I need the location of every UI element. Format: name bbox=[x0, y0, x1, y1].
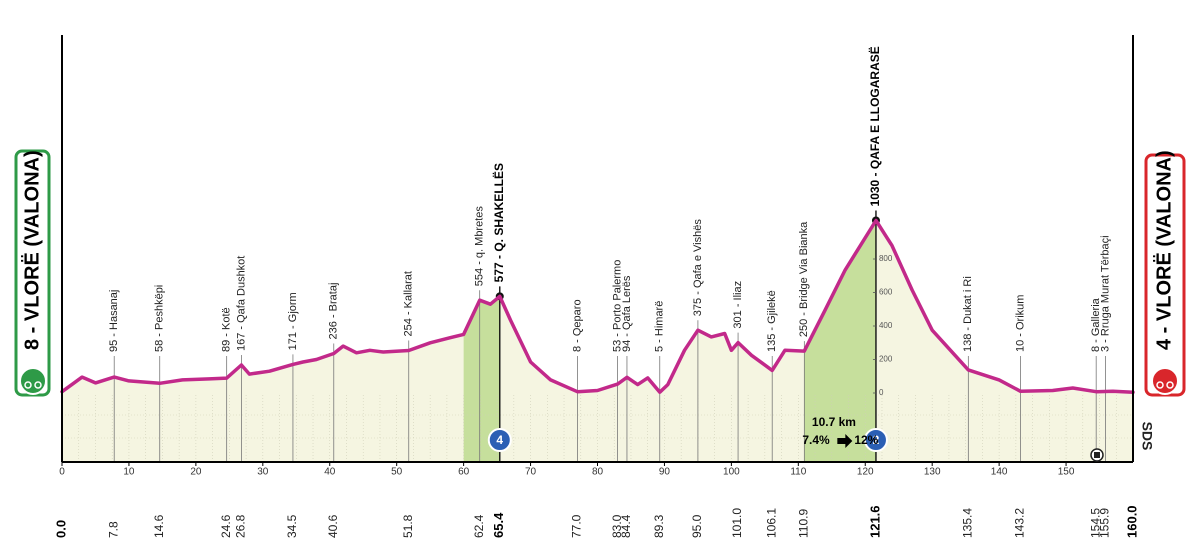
icon-wheel bbox=[1156, 381, 1164, 389]
waypoint-lines bbox=[113, 210, 1106, 462]
waypoint-label: 3 - Rruga Murat Tërbaçi bbox=[1099, 235, 1111, 352]
x-tick-label: 0 bbox=[59, 467, 65, 478]
km-label: 95.0 bbox=[690, 514, 704, 538]
x-tick-label: 10 bbox=[123, 467, 135, 478]
x-tick-label: 130 bbox=[924, 467, 941, 478]
start-label: 8 - VLORË (VALONA) bbox=[20, 150, 43, 350]
climb-scale-label: 200 bbox=[879, 355, 893, 364]
text-layer: 0 10 20 30 40 50 60 70 80 90 100 110 120 130 140 1500.0… bbox=[53, 46, 1139, 538]
km-label: 40.6 bbox=[326, 514, 340, 538]
km-label: 143.2 bbox=[1013, 508, 1027, 538]
kom-badge bbox=[863, 428, 888, 452]
climb-scale-label: 400 bbox=[879, 321, 893, 330]
waypoint-label: 301 - Iliaz bbox=[732, 281, 744, 329]
x-tick-label: 50 bbox=[391, 467, 403, 478]
waypoint-label: 167 - Qafa Dushkot bbox=[235, 256, 247, 351]
km-label: 121.6 bbox=[867, 505, 882, 538]
km-label: 65.4 bbox=[491, 512, 506, 538]
km-label: 51.8 bbox=[401, 514, 415, 538]
km-label: 0.0 bbox=[53, 520, 68, 538]
x-tick-label: 140 bbox=[991, 467, 1008, 478]
tunnel-icon-inner bbox=[1094, 452, 1100, 458]
kom-badge bbox=[487, 428, 512, 452]
km-label: 101.0 bbox=[730, 508, 744, 538]
x-tick-label: 150 bbox=[1058, 467, 1075, 478]
waypoint-label: 135 - Gjilekë bbox=[766, 290, 778, 352]
waypoint-label: 554 - q. Mbretes bbox=[474, 206, 486, 287]
icon-wheel bbox=[24, 381, 32, 389]
kom-category: 4 bbox=[496, 433, 503, 447]
km-label: 84.4 bbox=[619, 514, 633, 538]
waypoint-label: 138 - Dukat i Ri bbox=[962, 276, 974, 352]
kom-category: 2 bbox=[873, 433, 880, 447]
climb-area bbox=[804, 220, 876, 462]
waypoint-label: 250 - Bridge Via Bianka bbox=[798, 221, 810, 337]
km-label: 62.4 bbox=[472, 514, 486, 538]
waypoint-label: 171 - Gjorm bbox=[287, 292, 299, 350]
icon-wheel bbox=[34, 381, 42, 389]
profile-layer bbox=[60, 216, 1135, 395]
profile-line bbox=[60, 218, 1135, 395]
x-tick-label: 80 bbox=[592, 467, 604, 478]
x-tick-label: 60 bbox=[458, 467, 470, 478]
km-label: 155.9 bbox=[1098, 508, 1112, 538]
km-label: 154.5 bbox=[1088, 508, 1102, 538]
start-icon bbox=[19, 367, 47, 395]
finish-label: 4 - VLORË (VALONA) bbox=[1152, 150, 1175, 350]
x-tick-label: 20 bbox=[190, 467, 202, 478]
climb-avg-gradient: 7.4% bbox=[802, 433, 830, 447]
icon-wheel bbox=[1166, 381, 1174, 389]
waypoint-label: 5 - Himarë bbox=[654, 301, 666, 352]
waypoint-label: 254 - Kallarat bbox=[403, 271, 415, 336]
finish-icon bbox=[1151, 367, 1179, 395]
finish-box: 4 - VLORË (VALONA) bbox=[1144, 150, 1186, 397]
km-label: 14.6 bbox=[152, 514, 166, 538]
x-tick-label: 40 bbox=[324, 467, 336, 478]
km-label: 77.0 bbox=[570, 514, 584, 538]
brand-logo: SDS bbox=[1139, 422, 1155, 451]
climb-max-gradient: 12% bbox=[854, 433, 878, 447]
km-label: 110.9 bbox=[797, 509, 811, 538]
waypoint-label: 577 - Q. SHAKELLËS bbox=[491, 163, 506, 282]
waypoint-label: 236 - Brataj bbox=[328, 283, 340, 340]
climb-scale-label: 0 bbox=[879, 388, 884, 397]
waypoint-label: 89 - Kotë bbox=[221, 307, 233, 352]
x-tick-label: 110 bbox=[790, 467, 806, 478]
waypoint-label: 10 - Orikum bbox=[1014, 295, 1026, 352]
start-frame bbox=[14, 149, 51, 397]
km-label: 135.4 bbox=[961, 508, 975, 538]
waypoint-label: 1030 - QAFA E LLOGARASË bbox=[867, 46, 882, 206]
km-label: 26.8 bbox=[234, 514, 248, 538]
km-label: 89.3 bbox=[652, 514, 666, 538]
km-label: 34.5 bbox=[285, 514, 299, 538]
waypoint-label: 95 - Hasanaj bbox=[108, 290, 120, 352]
gradient-arrow bbox=[837, 434, 853, 448]
climb-scale-label: 800 bbox=[879, 254, 893, 263]
waypoint-label: 94 - Qafa Lerës bbox=[621, 275, 633, 352]
waypoint-label: 8 - Galleria bbox=[1090, 297, 1102, 352]
x-tick-label: 120 bbox=[857, 467, 874, 478]
km-label: 83.0 bbox=[610, 514, 624, 538]
km-label: 24.6 bbox=[219, 514, 233, 538]
start-box: 8 - VLORË (VALONA) bbox=[14, 149, 51, 397]
waypoint-label: 375 - Qafa e Vishës bbox=[692, 219, 704, 317]
waypoint-label: 53 - Porto Palermo bbox=[611, 260, 623, 352]
x-tick-label: 90 bbox=[659, 467, 671, 478]
climb-area bbox=[463, 296, 500, 462]
climb-length: 10.7 km bbox=[812, 415, 856, 429]
x-tick-label: 70 bbox=[525, 467, 537, 478]
climb-scale-label: 600 bbox=[879, 288, 893, 297]
km-label: 7.8 bbox=[106, 521, 120, 538]
waypoint-label: 8 - Qeparo bbox=[571, 299, 583, 352]
km-label: 106.1 bbox=[764, 508, 778, 538]
waypoint-label: 58 - Peshkëpi bbox=[154, 285, 166, 352]
x-tick-label: 30 bbox=[257, 467, 269, 478]
x-tick-label: 100 bbox=[723, 467, 740, 478]
km-label: 160.0 bbox=[1124, 505, 1139, 538]
